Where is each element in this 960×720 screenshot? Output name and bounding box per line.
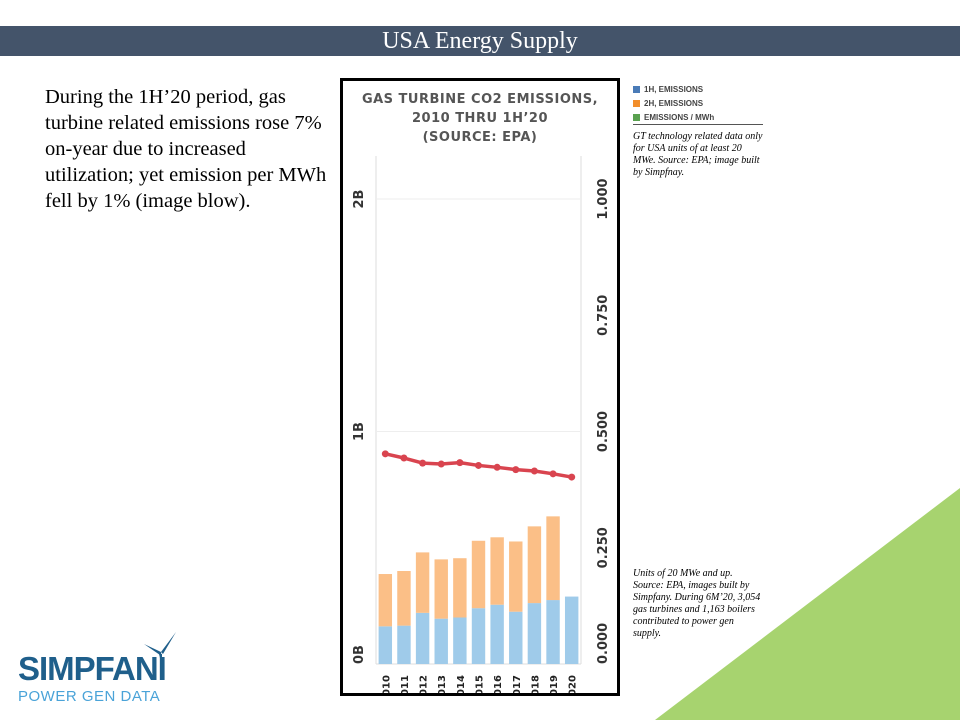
slide-title: USA Energy Supply [0,26,960,56]
bar-1h-2011 [397,625,411,664]
chart-frame: GAS TURBINE CO2 EMISSIONS, 2010 THRU 1H’2… [340,78,620,696]
chart-legend: 1H, EMISSIONS 2H, EMISSIONS EMISSIONS / MW… [633,82,714,124]
line-point-2011 [400,454,408,462]
logo-tagline: POWER GEN DATA [18,688,161,705]
bar-2h-2010 [378,574,393,627]
bar-1h-2016 [490,604,504,664]
line-point-2014 [456,459,464,467]
line-point-2013 [437,460,445,468]
x-tick-label: 2015 [475,675,486,693]
x-tick-label: 2013 [437,675,448,693]
x-tick-label: 2018 [530,675,541,693]
bar-1h-2019 [546,600,560,664]
line-point-2019 [549,470,557,478]
line-point-2010 [381,450,389,458]
x-tick-label: 2016 [493,675,504,693]
bar-1h-2013 [434,618,448,664]
bar-2h-2016 [490,537,504,605]
left-axis-tick-label: 1B [352,422,367,441]
body-text: During the 1H’20 period, gas turbine rel… [45,84,335,214]
right-axis-tick-label: 0.000 [596,623,611,664]
legend-label: 1H, EMISSIONS [644,84,704,94]
chart-title-line: (SOURCE: EPA) [423,130,538,145]
chart-title-line: GAS TURBINE CO2 EMISSIONS, [362,92,598,107]
left-axis-tick-label: 0B [352,645,367,664]
right-axis-tick-label: 0.500 [596,411,611,452]
legend-swatch [633,99,640,107]
legend-label: 2H, EMISSIONS [644,98,704,108]
bar-2h-2012 [415,552,430,613]
right-axis-tick-label: 1.000 [596,178,611,219]
line-point-2018 [530,467,538,475]
bar-2h-2011 [397,571,411,626]
bar-1h-2018 [527,603,542,664]
bar-1h-2015 [471,608,486,664]
line-point-2012 [419,459,427,467]
bar-1h-2010 [378,626,393,664]
bar-2h-2018 [527,526,542,604]
logo-wordmark: SIMPFANI [18,650,167,687]
bar-1h-2014 [453,617,467,664]
legend-item: 2H, EMISSIONS [633,96,714,110]
bar-1h-2012 [415,612,430,664]
bar-2h-2017 [509,541,523,612]
x-tick-label: 2014 [456,675,467,693]
line-point-2020 [568,473,576,481]
line-point-2016 [493,463,501,471]
simpfani-logo: SIMPFANI POWER GEN DATA [18,630,178,710]
x-tick-label: 2011 [400,675,411,693]
left-axis-tick-label: 2B [352,190,367,209]
bar-2h-2019 [546,516,560,601]
bar-1h-2020 [564,596,579,664]
line-point-2017 [512,466,520,474]
wind-turbine-icon [144,632,176,680]
bar-2h-2013 [434,559,448,619]
x-tick-label: 2017 [512,675,523,693]
x-tick-label: 2020 [568,675,579,693]
x-tick-label: 2012 [419,675,430,693]
x-tick-label: 2019 [549,675,560,693]
note-top: GT technology related data only for USA … [633,124,763,179]
legend-label: EMISSIONS / MWh [644,112,715,122]
right-axis-tick-label: 0.250 [596,527,611,568]
note-bottom: Units of 20 MWe and up. Source: EPA, ima… [633,568,761,639]
x-tick-label: 2010 [381,675,392,693]
bar-2h-2015 [471,540,486,609]
right-axis-tick-label: 0.750 [596,295,611,336]
legend-item: 1H, EMISSIONS [633,82,714,96]
bar-1h-2017 [509,611,523,664]
legend-swatch [633,113,640,121]
emissions-chart: GAS TURBINE CO2 EMISSIONS, 2010 THRU 1H’2… [352,92,611,693]
chart-title-line: 2010 THRU 1H’20 [412,111,548,126]
line-point-2015 [475,461,482,469]
legend-swatch [633,85,640,93]
legend-item: EMISSIONS / MWh [633,110,714,124]
bar-2h-2014 [453,558,467,618]
body-paragraph: During the 1H’20 period, gas turbine rel… [45,86,327,212]
